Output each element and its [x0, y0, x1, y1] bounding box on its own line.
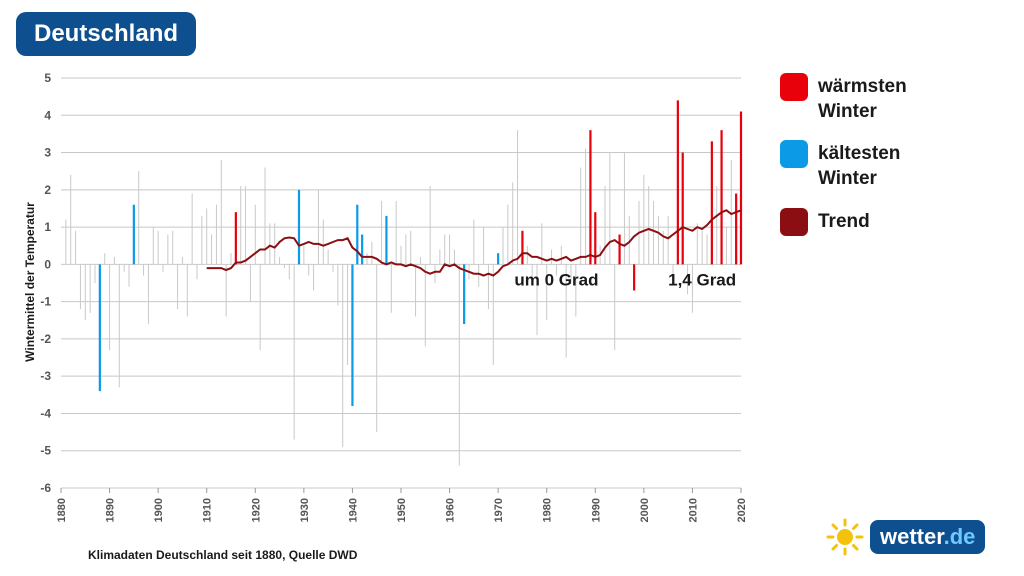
x-tick-label: 1910: [202, 498, 214, 522]
legend-cold-swatch: [780, 140, 808, 168]
x-tick-label: 2010: [687, 498, 699, 522]
legend-warm-label: wärmsten Winter: [818, 74, 928, 124]
y-tick-label: 5: [44, 71, 51, 85]
y-axis-ticks: 5 4 3 2 1 0 -1 -2 -3 -4 -5 -6: [40, 71, 51, 495]
annotation-label: 1,4 Grad: [668, 270, 736, 289]
y-tick-label: -5: [40, 444, 51, 458]
legend-trend-label: Trend: [818, 211, 870, 232]
y-tick-label: -4: [40, 406, 51, 420]
x-tick-label: 1970: [493, 498, 505, 522]
x-tick-label: 2000: [639, 498, 651, 522]
wetter-logo: wetter.de: [826, 518, 986, 556]
x-tick-label: 1900: [153, 498, 165, 522]
x-tick-label: 1980: [542, 498, 554, 522]
legend-warm: wärmsten Winter: [780, 73, 928, 124]
x-tick-label: 1940: [347, 498, 359, 522]
legend-warm-line2: Winter: [818, 101, 877, 122]
page-title: Deutschland: [16, 12, 196, 56]
logo-text: wetter.de: [870, 520, 986, 554]
y-tick-label: 0: [44, 257, 51, 271]
y-tick-label: 2: [44, 183, 51, 197]
logo-word: wetter: [880, 524, 944, 549]
legend-warm-line1: wärmsten: [818, 76, 907, 97]
chart-grid: [61, 77, 741, 489]
y-tick-label: 3: [44, 146, 51, 160]
x-tick-label: 1880: [56, 498, 68, 522]
trend-series: [206, 209, 742, 277]
legend-cold-line2: Winter: [818, 168, 877, 189]
x-tick-label: 1930: [299, 498, 311, 522]
trend-line: [206, 209, 742, 277]
logo-suffix: .de: [943, 524, 976, 549]
annotation-label: um 0 Grad: [514, 270, 598, 289]
legend-cold-label: kältesten Winter: [818, 141, 928, 191]
y-axis-label: Wintermittel der Temperatur: [23, 202, 37, 362]
x-tick-label: 1890: [105, 498, 117, 522]
legend-cold: kältesten Winter: [780, 140, 928, 191]
legend-cold-line1: kältesten: [818, 143, 901, 164]
legend-trend-swatch: [780, 208, 808, 236]
y-tick-label: -3: [40, 369, 51, 383]
y-tick-label: -6: [40, 481, 51, 495]
y-tick-label: -2: [40, 332, 51, 346]
y-tick-label: 1: [44, 220, 51, 234]
x-tick-label: 1920: [250, 498, 262, 522]
y-tick-label: 4: [44, 108, 51, 122]
legend-trend: Trend: [780, 208, 928, 236]
x-axis-ticks: 1880 1890 1900 1910 1920 1930 1940 1950 1960 1970…: [56, 488, 748, 522]
x-tick-label: 2020: [736, 498, 748, 522]
legend-warm-swatch: [780, 73, 808, 101]
x-tick-label: 1950: [396, 498, 408, 522]
chart-annotations: um 0 Grad 1,4 Grad: [514, 270, 736, 289]
sun-icon: [826, 518, 864, 556]
y-tick-label: -1: [40, 295, 51, 309]
x-tick-label: 1990: [590, 498, 602, 522]
chart-bars: [65, 100, 743, 466]
x-tick-label: 1960: [445, 498, 457, 522]
source-note: Klimadaten Deutschland seit 1880, Quelle…: [88, 548, 358, 562]
